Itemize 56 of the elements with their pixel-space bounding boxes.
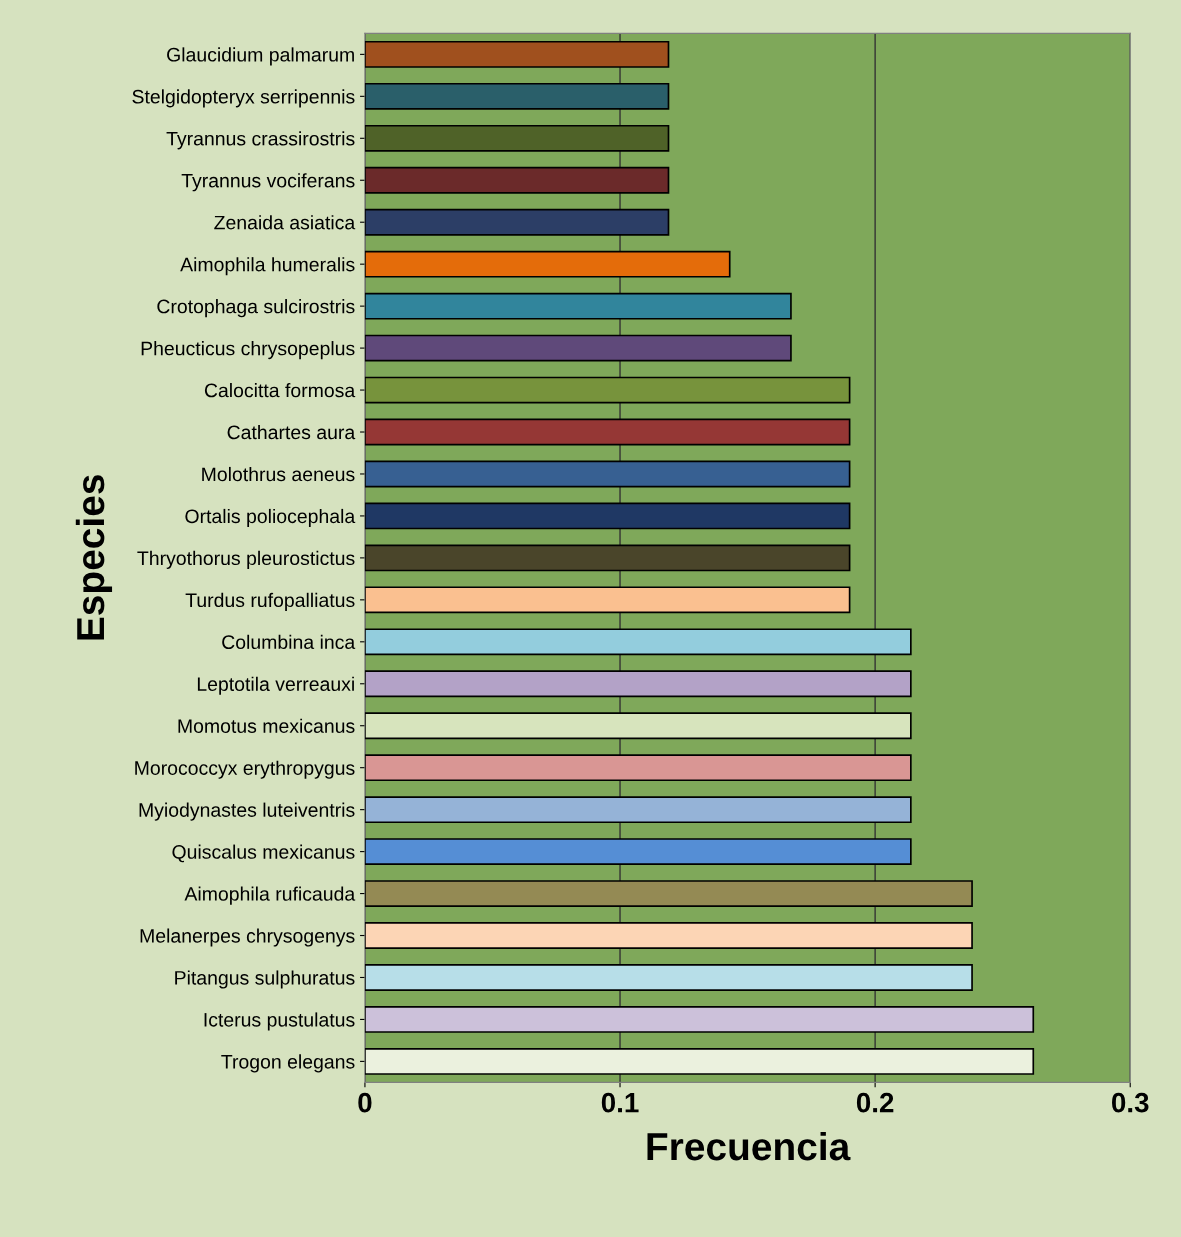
y-tick-label: Thryothorus pleurostictus: [137, 550, 355, 569]
bar: [364, 796, 912, 824]
y-tick-label: Crotophaga sulcirostris: [157, 299, 355, 318]
bar: [364, 124, 670, 152]
x-tick-label: 0: [358, 1092, 372, 1113]
y-tick-label: Quiscalus mexicanus: [172, 844, 355, 863]
y-tick-label: Myiodynastes luteiventris: [139, 802, 355, 821]
bar: [364, 250, 731, 278]
y-tick-label: Pitangus sulphuratus: [175, 970, 355, 989]
bar: [364, 922, 973, 949]
y-tick-label: Molothrus aeneus: [202, 466, 355, 482]
y-tick-label: Ortalis poliocephala: [185, 508, 356, 528]
bar: [364, 376, 851, 404]
bar: [364, 208, 670, 236]
bar: [364, 502, 851, 530]
bar: [364, 670, 912, 698]
y-tick-label: Stelgidopteryx serripennis: [132, 89, 355, 108]
bar: [364, 586, 851, 614]
x-tick-label: 0.3: [1112, 1092, 1149, 1113]
y-tick-label: Cathartes aura: [227, 424, 356, 440]
y-tick-label: Zenaida asiatica: [214, 215, 356, 230]
y-tick-label: Calocitta formosa: [204, 383, 356, 398]
bar: [364, 418, 851, 446]
y-tick-label: Trogon elegans: [221, 1054, 355, 1073]
y-tick-label: Icterus pustulatus: [204, 1012, 355, 1031]
x-tick-label: 0.2: [856, 1092, 894, 1113]
y-tick-label: Turdus rufopalliatus: [185, 592, 355, 611]
y-tick-label: Aimophila humeralis: [180, 257, 355, 276]
bar: [364, 82, 670, 110]
y-tick-label: Aimophila ruficauda: [184, 886, 356, 905]
bar: [364, 460, 851, 488]
y-tick-label: Melanerpes chrysogenys: [140, 928, 355, 947]
bar: [364, 838, 912, 866]
y-axis-title: Especies: [75, 475, 113, 640]
bar: [364, 754, 912, 782]
y-tick-label: Columbina inca: [222, 634, 356, 650]
bar: [364, 880, 973, 907]
y-tick-label: Leptotila verreauxi: [197, 676, 354, 695]
bar: [364, 1047, 1035, 1075]
bar: [364, 628, 912, 656]
y-tick-label: Momotus mexicanus: [178, 718, 355, 733]
bar: [364, 334, 792, 362]
bar: [364, 292, 792, 320]
x-axis-title: Frecuencia: [647, 1131, 851, 1161]
bar: [364, 1006, 1035, 1033]
y-tick-label: Glaucidium palmarum: [167, 47, 354, 66]
bar: [364, 166, 670, 194]
bar: [364, 712, 912, 740]
bar: [364, 40, 670, 68]
y-tick-label: Tyrannus vociferans: [181, 173, 355, 192]
x-tick-label: 0.1: [601, 1092, 639, 1113]
y-tick-label: Pheucticus chrysopeplus: [141, 341, 355, 360]
bar: [364, 544, 851, 572]
y-tick-label: Tyrannus crassirostris: [166, 131, 355, 150]
bar: [364, 964, 973, 991]
y-tick-label: Morococcyx erythropygus: [135, 760, 355, 779]
